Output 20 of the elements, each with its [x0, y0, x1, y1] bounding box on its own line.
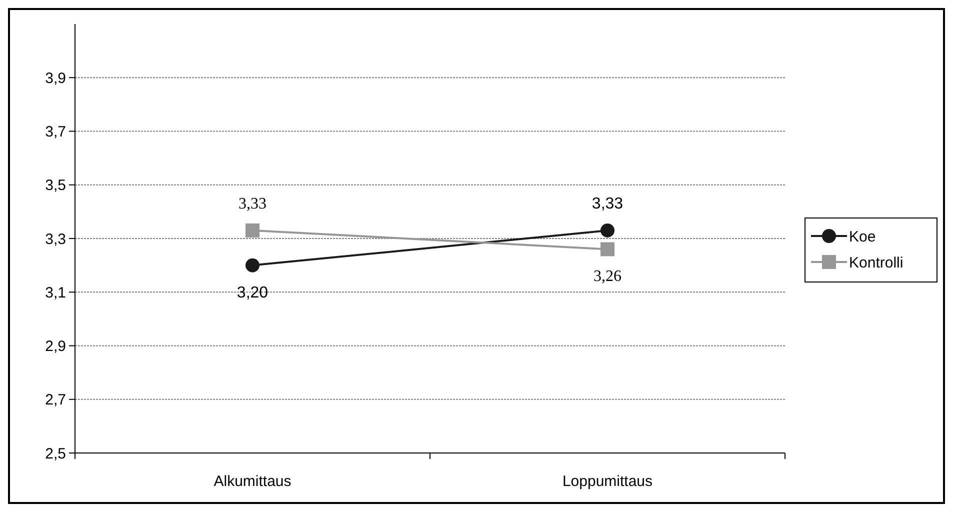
- x-tick-label: Loppumittaus: [562, 473, 653, 490]
- y-tick-label: 3,1: [45, 284, 66, 302]
- point: [600, 242, 614, 256]
- legend-label: Koe: [849, 228, 876, 246]
- data-label: 3,20: [236, 284, 268, 302]
- y-tick-label: 2,5: [45, 445, 66, 462]
- y-tick-label: 3,5: [45, 177, 66, 194]
- data-label: 3,26: [594, 268, 622, 286]
- data-label: 3,33: [592, 195, 624, 212]
- point: [246, 258, 260, 272]
- y-tick-label: 2,7: [45, 392, 66, 409]
- point: [600, 223, 614, 238]
- point: [246, 223, 260, 238]
- y-tick-label: 3,9: [45, 70, 66, 87]
- data-label: 3,33: [238, 195, 266, 212]
- y-tick-label: 2,9: [45, 338, 66, 355]
- y-tick-label: 3,7: [45, 124, 66, 140]
- x-tick-label: Alkumittaus: [214, 473, 292, 490]
- y-tick-label: 3,3: [45, 230, 66, 248]
- legend-label: Kontrolli: [849, 254, 904, 272]
